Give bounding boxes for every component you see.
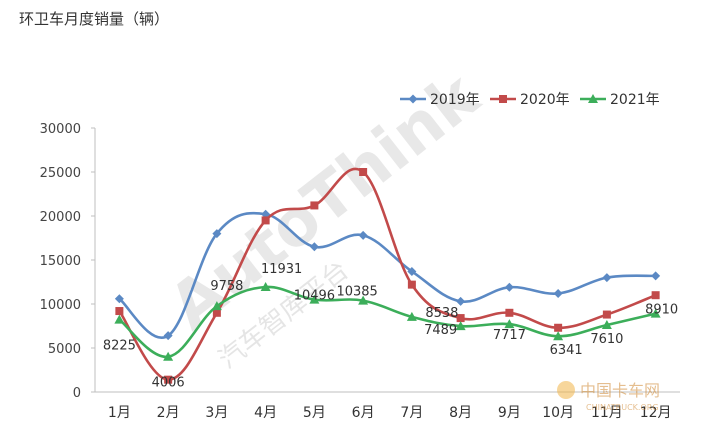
x-tick-label: 11月 — [591, 405, 623, 421]
data-label: 7610 — [590, 332, 623, 347]
data-point — [601, 320, 612, 330]
series-2019年 — [114, 209, 661, 341]
data-label: 11931 — [261, 262, 302, 277]
data-point — [504, 282, 514, 292]
data-point — [650, 308, 661, 318]
data-point — [115, 307, 124, 316]
x-tick-label: 6月 — [352, 405, 375, 421]
data-point — [553, 288, 563, 298]
source-watermark: 中国卡车网 CHINATRUCK.ORG — [557, 381, 660, 412]
axes: 0 5000 10000 15000 20000 25000 30000 1月 2月 3月 4月 5月… — [40, 122, 680, 421]
data-point — [554, 323, 563, 332]
data-point — [406, 311, 417, 321]
x-tick-label: 2月 — [157, 405, 180, 421]
legend: 2019年 2020年 2021年 — [400, 92, 660, 108]
x-tick-label: 8月 — [449, 405, 472, 421]
data-label: 8910 — [645, 303, 678, 318]
data-point — [553, 331, 564, 341]
data-label: 8538 — [425, 306, 458, 321]
data-point — [505, 308, 514, 317]
source-name: 中国卡车网 — [580, 381, 660, 400]
data-label: 10385 — [336, 285, 377, 300]
source-logo-icon — [557, 381, 575, 399]
series-layer — [114, 167, 661, 384]
data-label: 10496 — [294, 289, 335, 304]
y-tick-label: 15000 — [40, 254, 81, 269]
data-label: 7717 — [493, 328, 526, 343]
data-point — [211, 301, 222, 311]
y-tick-label: 30000 — [40, 122, 81, 137]
legend-marker — [588, 94, 598, 103]
y-tick-label: 10000 — [40, 298, 81, 313]
data-point — [358, 295, 369, 305]
y-tick-label: 25000 — [40, 166, 81, 181]
x-tick-label: 9月 — [498, 405, 521, 421]
data-point — [504, 319, 515, 329]
data-labels: 8225 4006 9758 11931 10496 10385 8538 7489 7717 6… — [103, 262, 678, 391]
data-label: 9758 — [210, 279, 243, 294]
data-point — [651, 271, 661, 281]
data-point — [456, 314, 465, 323]
data-point — [260, 282, 271, 292]
data-point — [358, 230, 368, 240]
x-tick-label: 5月 — [303, 405, 326, 421]
data-point — [309, 242, 319, 252]
data-point — [114, 294, 124, 304]
data-label: 6341 — [550, 343, 583, 358]
data-point — [261, 216, 270, 225]
data-point — [651, 291, 660, 300]
y-tick-label: 5000 — [48, 342, 81, 357]
data-point — [407, 266, 417, 276]
data-point — [309, 294, 320, 304]
data-label: 4006 — [152, 376, 185, 391]
x-tick-label: 10月 — [542, 405, 574, 421]
x-tick-label: 7月 — [400, 405, 423, 421]
data-point — [163, 331, 173, 341]
x-tick-label: 12月 — [640, 405, 672, 421]
data-label: 7489 — [424, 323, 457, 338]
x-tick-label: 4月 — [254, 405, 277, 421]
data-point — [163, 351, 174, 361]
legend-marker — [499, 95, 507, 103]
series-2020年 — [115, 167, 660, 384]
legend-marker — [408, 94, 418, 104]
data-point — [164, 375, 173, 384]
legend-item: 2021年 — [580, 92, 660, 108]
data-point — [310, 201, 319, 210]
legend-item: 2019年 — [400, 92, 480, 108]
data-label: 8225 — [103, 339, 136, 354]
legend-label: 2019年 — [430, 92, 480, 108]
series-2021年 — [114, 282, 661, 361]
source-url: CHINATRUCK.ORG — [586, 403, 659, 412]
data-point — [359, 168, 368, 176]
legend-label: 2020年 — [520, 92, 570, 108]
data-point — [455, 321, 466, 331]
y-tick-label: 0 — [73, 386, 81, 401]
data-point — [212, 308, 221, 317]
data-point — [602, 273, 612, 283]
data-point — [114, 314, 125, 324]
page-title: 环卫车月度销量（辆） — [19, 10, 170, 28]
y-tick-label: 20000 — [40, 210, 81, 225]
x-tick-label: 3月 — [205, 405, 228, 421]
data-point — [407, 280, 416, 289]
data-point — [456, 296, 466, 306]
data-point — [212, 229, 222, 239]
legend-item: 2020年 — [490, 92, 570, 108]
data-point — [602, 310, 611, 319]
x-tick-label: 1月 — [108, 405, 131, 421]
legend-label: 2021年 — [610, 92, 660, 108]
